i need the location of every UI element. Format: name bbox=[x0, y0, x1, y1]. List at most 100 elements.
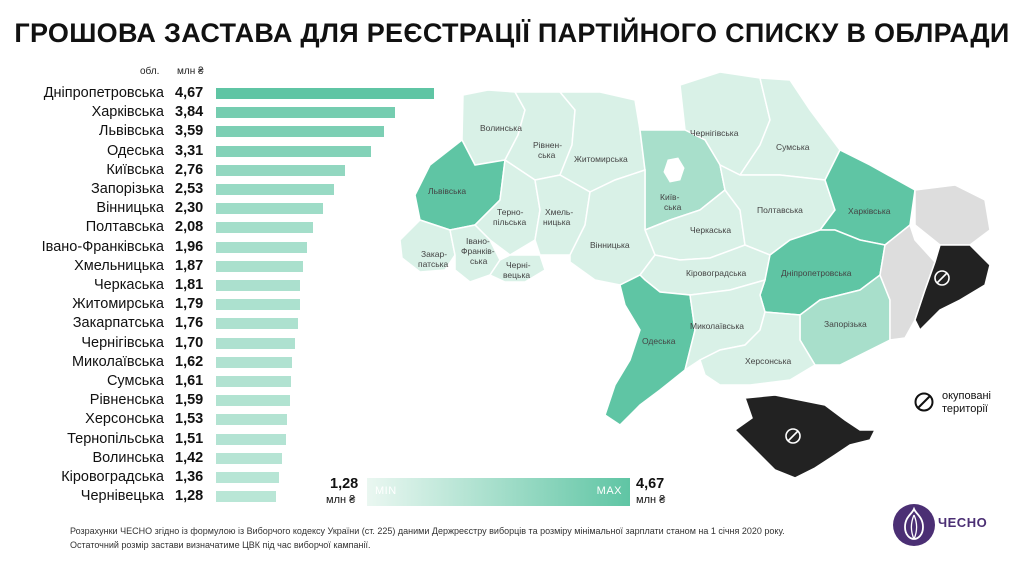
bar-value-label: 1,87 bbox=[175, 257, 204, 274]
bar-value-label: 2,76 bbox=[175, 161, 204, 178]
bar-category-label: Івано-Франківська bbox=[41, 238, 164, 255]
bar bbox=[216, 280, 301, 291]
map-label-ivanofrankivska: ська bbox=[470, 256, 488, 266]
scale-max-value: 4,67 bbox=[636, 476, 665, 492]
map-label-vinnytska: Вінницька bbox=[590, 240, 630, 250]
map-label-cherkaska: Черкаська bbox=[690, 225, 731, 235]
bar-value-label: 1,70 bbox=[175, 334, 204, 351]
map-label-chernihivska: Чернігівська bbox=[690, 128, 739, 138]
bar-category-label: Сумська bbox=[106, 373, 164, 389]
bar bbox=[216, 491, 276, 503]
bar-value-label: 2,08 bbox=[175, 219, 204, 236]
bar-value-label: 1,76 bbox=[175, 315, 204, 332]
map-region-chernivetska bbox=[488, 254, 546, 283]
bar-category-label: Херсонська bbox=[85, 411, 164, 428]
map-label-khersonska: Херсонська bbox=[745, 356, 791, 366]
map-label-kharkivska: Харківська bbox=[848, 206, 891, 216]
bar-value-label: 3,31 bbox=[175, 142, 204, 159]
bar-category-label: Чернігівська bbox=[81, 334, 164, 351]
footnote-line1: Розрахунки ЧЕСНО згідно із формулою із В… bbox=[70, 526, 785, 536]
bar-value-label: 1,51 bbox=[175, 430, 204, 447]
bar-category-label: Вінницька bbox=[96, 200, 164, 217]
bar bbox=[216, 414, 288, 426]
bar-category-label: Хмельницька bbox=[74, 257, 164, 274]
bar-category-label: Житомирська bbox=[72, 296, 164, 313]
bar bbox=[216, 126, 384, 138]
bar-category-label: Черкаська bbox=[93, 277, 164, 293]
bar-value-label: 2,30 bbox=[175, 200, 204, 217]
no-entry-icon bbox=[934, 270, 950, 286]
bar-value-label: 1,62 bbox=[175, 353, 204, 370]
no-entry-icon bbox=[785, 428, 801, 444]
bar-category-label: Дніпропетровська bbox=[43, 85, 164, 101]
bar-value-label: 1,42 bbox=[175, 449, 204, 466]
bar bbox=[216, 164, 345, 176]
bar bbox=[216, 356, 292, 368]
map-label-sumska: Сумська bbox=[776, 142, 810, 152]
bar bbox=[216, 260, 304, 272]
map-label-ternopilska: пільська bbox=[493, 217, 526, 227]
bar bbox=[216, 318, 299, 330]
bar-value-label: 3,84 bbox=[175, 104, 204, 121]
map-label-dnipropetrovska: Дніпропетровська bbox=[781, 268, 852, 278]
bar-category-label: Закарпатська bbox=[72, 315, 164, 332]
legend-occupied-line2: території bbox=[942, 403, 988, 415]
map-region-khersonska bbox=[699, 311, 817, 386]
map-label-lvivska: Львівська bbox=[428, 186, 466, 196]
bar-value-label: 1,59 bbox=[175, 392, 204, 409]
bar-value-label: 1,36 bbox=[175, 469, 204, 485]
scale-min-unit: млн ₴ bbox=[326, 494, 356, 506]
map-region-kyiv-city bbox=[663, 157, 685, 183]
bar-value-label: 2,53 bbox=[175, 181, 204, 197]
map-label-kyivska: Київ- bbox=[660, 192, 680, 202]
bar bbox=[216, 241, 308, 253]
map-label-rivnenska: Рівнен- bbox=[533, 140, 562, 150]
map-label-chernivetska: Черні- bbox=[506, 260, 531, 270]
bar bbox=[216, 107, 396, 119]
bar bbox=[216, 433, 287, 445]
map-label-ternopilska: Терно- bbox=[497, 207, 524, 217]
bar-category-label: Волинська bbox=[92, 449, 164, 466]
scale-max-label: MAX bbox=[596, 485, 622, 497]
bar bbox=[216, 337, 296, 349]
map-label-mykolaivska: Миколаївська bbox=[690, 321, 744, 331]
region-column-header: обл. bbox=[140, 66, 160, 77]
bar-category-label: Кіровоградська bbox=[61, 469, 164, 485]
map-region-luhansk-free bbox=[914, 184, 991, 246]
map-label-khmelnytska: ницька bbox=[543, 217, 571, 227]
bar-category-label: Миколаївська bbox=[71, 353, 164, 370]
bar-value-label: 4,67 bbox=[175, 85, 204, 101]
bar-category-label: Запорізька bbox=[91, 181, 164, 197]
map-label-poltavska: Полтавська bbox=[757, 205, 803, 215]
bar bbox=[216, 145, 371, 157]
bar-category-label: Харківська bbox=[91, 104, 164, 121]
bar-category-label: Київська bbox=[106, 161, 164, 178]
map-label-volynska: Волинська bbox=[480, 123, 522, 133]
map-region-crimea-occupied bbox=[733, 394, 877, 479]
bar-value-label: 3,59 bbox=[175, 123, 204, 140]
logo-text: ЧЕСНО bbox=[938, 515, 988, 530]
legend-occupied-line1: окуповані bbox=[942, 390, 991, 402]
map-label-zakarpatska: патська bbox=[418, 259, 449, 269]
map-label-chernivetska: вецька bbox=[503, 270, 530, 280]
bar bbox=[216, 395, 291, 407]
map-label-ivanofrankivska: Івано- bbox=[466, 236, 490, 246]
scale-min-value: 1,28 bbox=[330, 476, 359, 492]
bar-category-label: Львівська bbox=[98, 123, 164, 140]
bar-category-label: Одеська bbox=[106, 142, 164, 159]
bar-category-label: Рівненська bbox=[89, 392, 164, 409]
no-entry-icon bbox=[914, 392, 934, 412]
bar-value-label: 1,79 bbox=[175, 296, 204, 313]
bar-value-label: 1,81 bbox=[175, 277, 204, 293]
bar bbox=[216, 203, 324, 215]
map-region-zakarpatska bbox=[399, 219, 456, 273]
map-label-odeska: Одеська bbox=[642, 336, 676, 346]
bar-value-label: 1,96 bbox=[175, 238, 204, 255]
bar bbox=[216, 376, 292, 387]
bar bbox=[216, 222, 314, 234]
bar-value-label: 1,28 bbox=[175, 488, 204, 505]
page-title: ГРОШОВА ЗАСТАВА ДЛЯ РЕЄСТРАЦІЇ ПАРТІЙНОГ… bbox=[14, 18, 1010, 48]
bar bbox=[216, 452, 283, 464]
bar-category-label: Полтавська bbox=[85, 219, 164, 236]
